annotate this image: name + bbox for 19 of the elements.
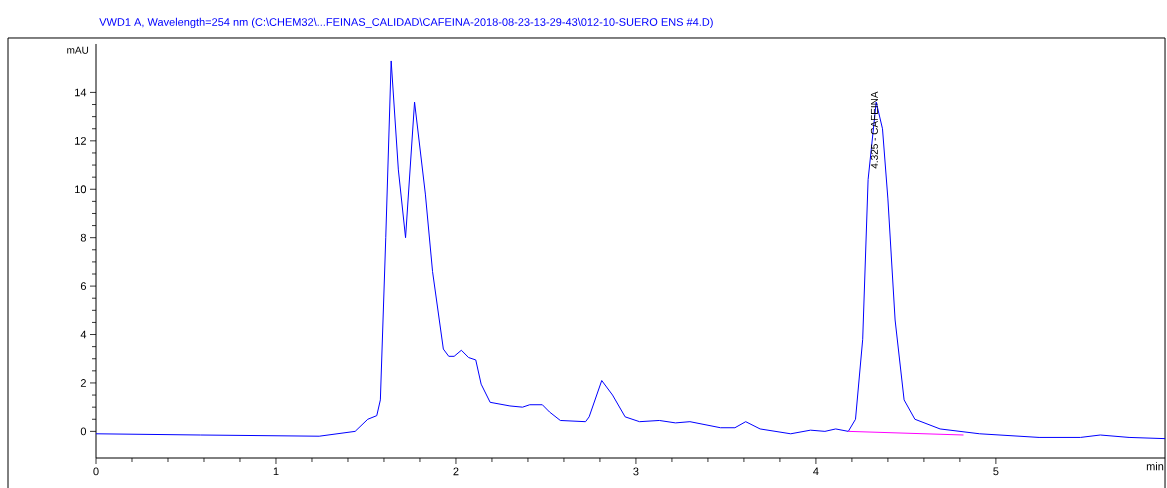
y-tick-label: 0 bbox=[80, 427, 87, 436]
x-axis-title: min bbox=[1146, 461, 1164, 470]
chart-title: VWD1 A, Wavelength=254 nm (C:\CHEM32\...FEINAS_CALIDAD\CAFEINA-2018-08-23-13-29-43\012-10-SUERO ENS #4.D) bbox=[99, 17, 713, 28]
y-tick-label: 10 bbox=[75, 185, 87, 193]
y-tick-label: 12 bbox=[75, 136, 86, 145]
x-tick-label: 4 bbox=[813, 467, 819, 475]
y-tick-label: 8 bbox=[80, 233, 86, 242]
y-axis-title: mAU bbox=[67, 46, 89, 54]
y-tick-label: 4 bbox=[80, 330, 87, 339]
annotation: 4.325 - CAFEINA bbox=[870, 91, 878, 169]
x-tick-label: 5 bbox=[993, 467, 999, 475]
x-tick-label: 0 bbox=[93, 467, 99, 476]
x-tick-label: 1 bbox=[273, 467, 279, 475]
y-tick-label: 6 bbox=[80, 281, 86, 290]
x-tick-label: 3 bbox=[633, 467, 639, 476]
y-tick-label: 14 bbox=[75, 88, 87, 96]
line-series bbox=[95, 60, 1166, 439]
x-tick-label: 2 bbox=[453, 467, 459, 475]
y-tick-label: 2 bbox=[80, 378, 86, 387]
